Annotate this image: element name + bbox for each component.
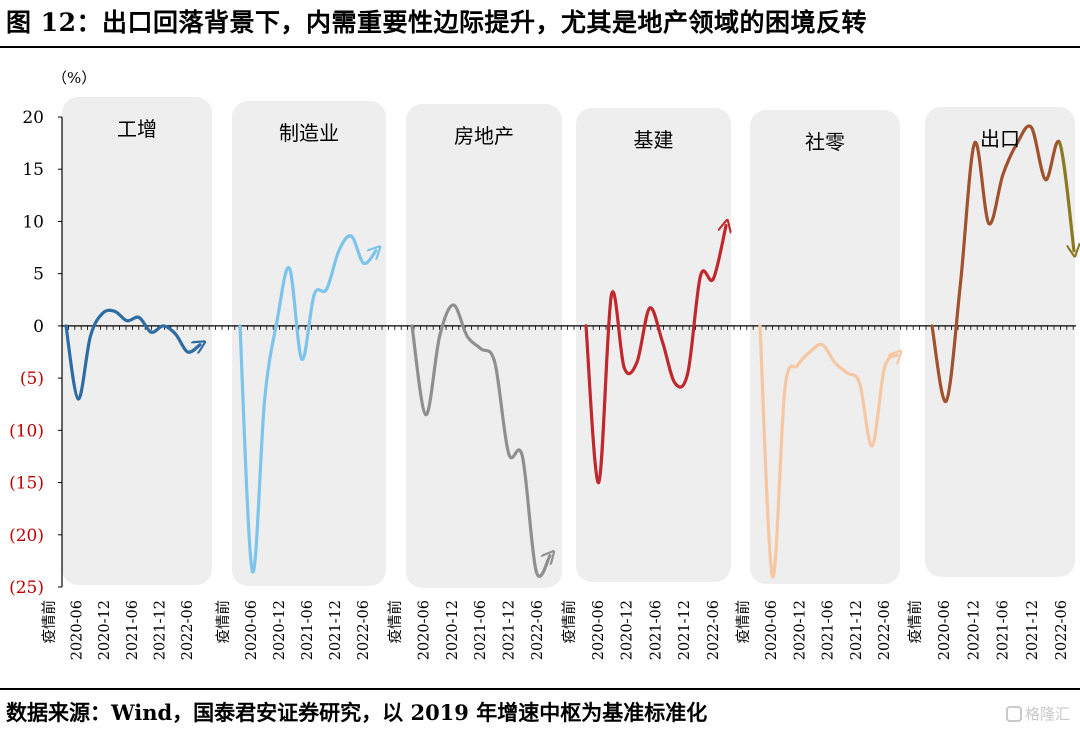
x-tick-label: 疫情前 <box>561 600 578 644</box>
x-tick-label: 2020-12 <box>97 600 113 660</box>
panel-bg-6 <box>925 107 1075 577</box>
x-tick-label: 2020-12 <box>792 600 808 660</box>
x-tick-label: 2021-06 <box>125 600 141 660</box>
series-arrow-4 <box>711 226 726 281</box>
panel-title-1: 工增 <box>117 117 157 141</box>
x-tick-label: 2021-12 <box>502 600 518 660</box>
x-tick-label: 2021-06 <box>473 600 489 660</box>
panel-bg-4 <box>576 108 731 582</box>
x-tick-label: 2022-06 <box>180 600 196 660</box>
title-divider <box>0 46 1080 48</box>
x-tick-label: 2022-06 <box>877 600 893 660</box>
x-tick-label: 2020-12 <box>272 600 288 660</box>
panel-title-6: 出口 <box>980 127 1020 151</box>
source-divider <box>0 688 1080 690</box>
x-tick-label: 2020-06 <box>416 600 432 660</box>
series-line-1 <box>64 308 190 401</box>
series-arrow-5 <box>882 355 898 370</box>
watermark-text: 格隆汇 <box>1024 705 1070 723</box>
series-arrow-1 <box>186 345 200 353</box>
y-tick-label: (10) <box>9 421 44 441</box>
panel-title-4: 基建 <box>634 128 674 152</box>
x-tick-label: 2020-06 <box>764 600 780 660</box>
unit-label: （%） <box>52 69 96 87</box>
y-tick-label: 0 <box>33 317 44 337</box>
x-tick-label: 2022-06 <box>530 600 546 660</box>
x-tick-label: 2021-12 <box>849 600 865 660</box>
x-tick-label: 疫情前 <box>215 600 232 644</box>
watermark-logo-icon <box>1005 706 1022 722</box>
y-tick-label: 15 <box>22 160 44 180</box>
source-note: 数据来源：Wind，国泰君安证券研究，以 2019 年增速中枢为基准标准化 <box>6 700 708 725</box>
x-tick-label: 2021-12 <box>328 600 344 660</box>
x-tick-label: 2021-06 <box>648 600 664 660</box>
x-tick-label: 2021-12 <box>152 600 168 660</box>
x-tick-label: 2022-06 <box>1054 600 1070 660</box>
panel-title-5: 社零 <box>805 130 845 154</box>
x-tick-label: 2022-06 <box>706 600 722 660</box>
y-tick-label: 5 <box>33 265 44 285</box>
y-tick-label: 10 <box>22 212 44 232</box>
x-tick-label: 2021-06 <box>300 600 316 660</box>
panel-bg-2 <box>232 101 386 586</box>
x-tick-label: 疫情前 <box>41 600 58 644</box>
y-tick-label: (15) <box>9 474 44 494</box>
series-line-5 <box>758 324 887 579</box>
x-tick-label: 2021-12 <box>677 600 693 660</box>
x-tick-label: 2022-06 <box>356 600 372 660</box>
x-tick-label: 2020-06 <box>937 600 953 660</box>
x-tick-label: 2020-06 <box>244 600 260 660</box>
series-line-6 <box>930 124 1062 403</box>
series-line-4 <box>584 269 715 485</box>
series-line-3 <box>410 303 538 573</box>
panel-title-3: 房地产 <box>454 124 514 148</box>
x-tick-label: 2021-06 <box>996 600 1012 660</box>
x-tick-label: 疫情前 <box>387 600 404 644</box>
x-tick-label: 2020-06 <box>70 600 86 660</box>
x-tick-label: 2021-12 <box>1025 600 1041 660</box>
series-arrow-6 <box>1058 141 1074 251</box>
x-tick-label: 疫情前 <box>735 600 752 644</box>
y-tick-label: 20 <box>22 108 44 128</box>
series-line-2 <box>238 234 366 574</box>
y-tick-label: (5) <box>20 369 44 389</box>
x-tick-label: 2021-06 <box>821 600 837 660</box>
y-tick-label: (25) <box>9 578 44 598</box>
x-tick-label: 2020-12 <box>966 600 982 660</box>
panel-title-2: 制造业 <box>279 121 339 145</box>
series-arrow-2 <box>362 251 376 266</box>
x-tick-label: 2020-06 <box>591 600 607 660</box>
watermark: 格隆汇 <box>1005 703 1070 724</box>
x-tick-label: 2020-12 <box>445 600 461 660</box>
figure-title: 图 12：出口回落背景下，内需重要性边际提升，尤其是地产领域的困境反转 <box>6 8 867 37</box>
panel-bg-3 <box>406 104 562 588</box>
y-tick-label: (20) <box>9 526 44 546</box>
series-arrow-3 <box>534 556 550 578</box>
x-tick-label: 2020-12 <box>620 600 636 660</box>
panel-bg-1 <box>62 97 212 585</box>
x-tick-label: 疫情前 <box>907 600 924 644</box>
